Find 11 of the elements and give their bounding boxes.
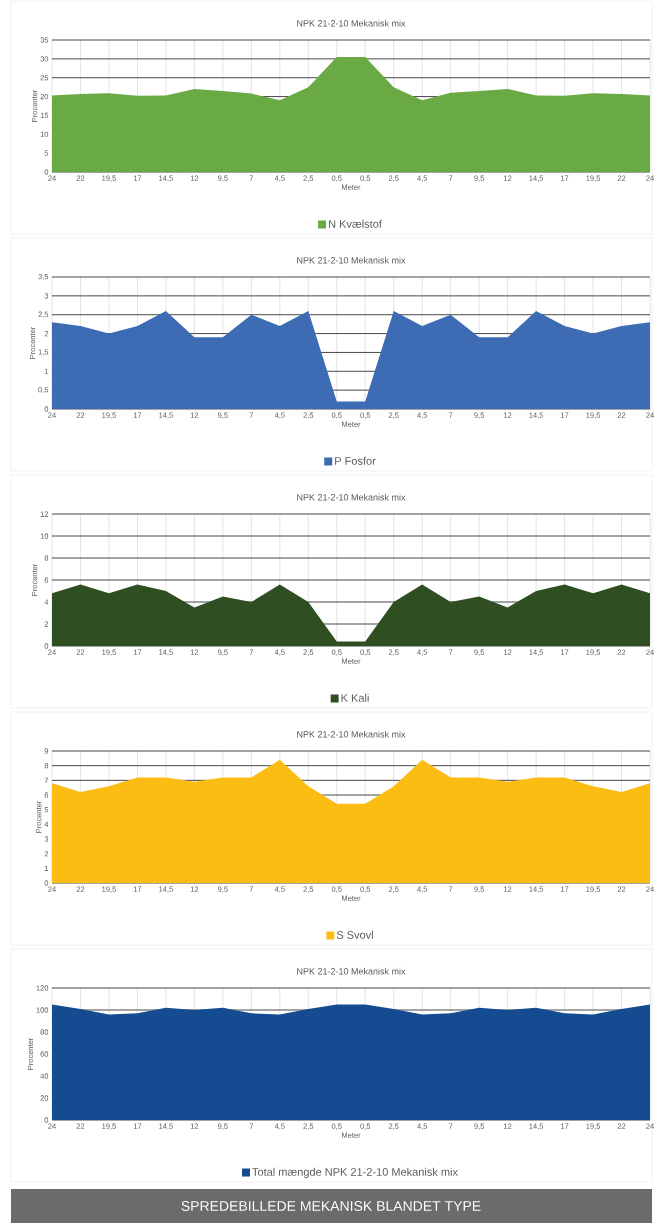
chart-title: NPK 21-2-10 Mekanisk mix xyxy=(297,730,406,738)
legend-label: N Kvælstof xyxy=(329,219,382,228)
legend-label: P Fosfor xyxy=(335,456,376,465)
legend-label: K Kali xyxy=(341,693,369,702)
chart-title: NPK 21-2-10 Mekanisk mix xyxy=(297,967,406,975)
chart-title: NPK 21-2-10 Mekanisk mix xyxy=(297,19,406,27)
legend-label: Total mængde NPK 21-2-10 Mekanisk mix xyxy=(252,1167,458,1179)
chart-title: NPK 21-2-10 Mekanisk mix xyxy=(297,493,406,501)
text: SPREDEBILLEDE MEKANISK BLANDET TYPE xyxy=(181,1201,481,1211)
legend-label: S Svovl xyxy=(336,930,373,939)
chart-title: NPK 21-2-10 Mekanisk mix xyxy=(297,256,406,264)
